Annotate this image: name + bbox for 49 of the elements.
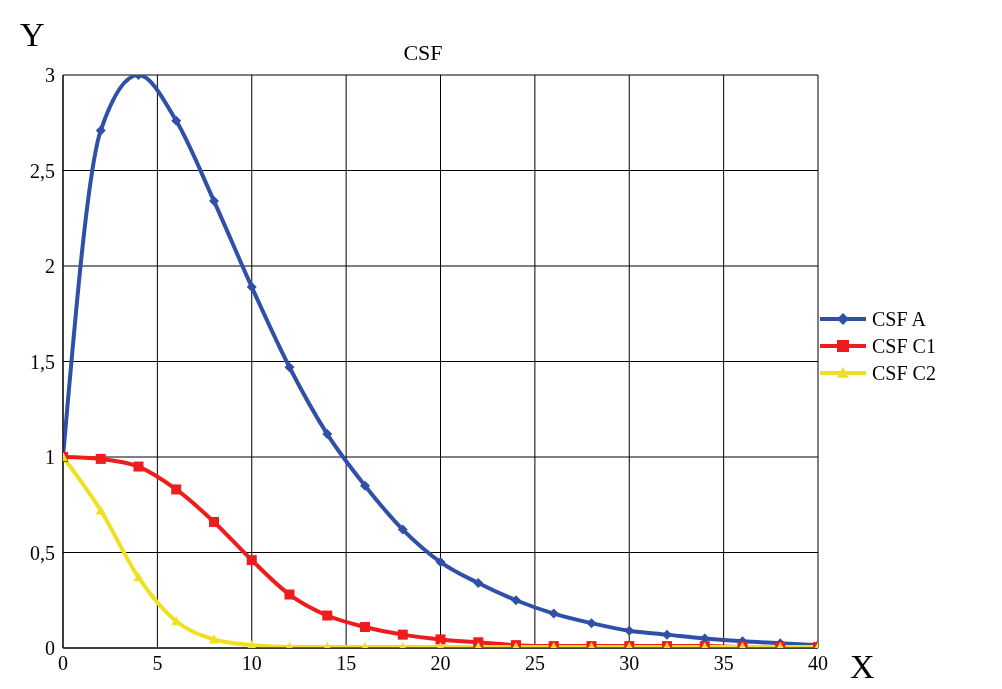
y-tick-label: 0 bbox=[45, 637, 55, 660]
x-tick-label: 5 bbox=[152, 652, 163, 675]
y-tick-label: 0,5 bbox=[30, 541, 55, 564]
point bbox=[473, 578, 484, 589]
point bbox=[171, 484, 182, 495]
x-tick-label: 10 bbox=[241, 652, 262, 675]
point bbox=[624, 625, 635, 636]
point bbox=[511, 595, 521, 606]
legend-label: CSF C2 bbox=[872, 361, 936, 385]
point bbox=[397, 629, 408, 640]
point bbox=[95, 453, 106, 464]
x-tick-label: 25 bbox=[524, 652, 545, 675]
point bbox=[360, 621, 370, 632]
point bbox=[662, 629, 672, 640]
point bbox=[95, 125, 106, 136]
point bbox=[284, 589, 295, 600]
y-axis-title: Y bbox=[20, 16, 45, 54]
x-tick-label: 35 bbox=[713, 652, 734, 675]
y-tick-label: 3 bbox=[45, 64, 55, 87]
point bbox=[322, 610, 333, 621]
point bbox=[397, 524, 408, 535]
x-tick-label: 30 bbox=[619, 652, 640, 675]
x-axis-title: X bbox=[850, 648, 875, 686]
point bbox=[548, 608, 559, 619]
legend-label: CSF C1 bbox=[872, 334, 936, 358]
point bbox=[435, 557, 446, 568]
point bbox=[284, 362, 295, 373]
point bbox=[133, 572, 144, 582]
point bbox=[246, 282, 257, 293]
point bbox=[171, 115, 182, 126]
point bbox=[246, 555, 257, 566]
x-tick-label: 15 bbox=[336, 652, 357, 675]
point bbox=[360, 480, 370, 491]
point bbox=[586, 618, 597, 629]
y-tick-label: 1,5 bbox=[30, 350, 55, 373]
y-tick-label: 1 bbox=[45, 446, 55, 469]
x-tick-label: 20 bbox=[430, 652, 451, 675]
point bbox=[209, 196, 219, 207]
y-tick-label: 2 bbox=[45, 255, 55, 278]
point bbox=[209, 516, 219, 527]
y-tick-label: 2,5 bbox=[30, 159, 55, 182]
point bbox=[209, 634, 219, 644]
point bbox=[322, 429, 333, 440]
point bbox=[246, 640, 257, 648]
legend-label: CSF A bbox=[872, 307, 926, 331]
chart-title: CSF bbox=[403, 40, 443, 65]
x-tick-label: 40 bbox=[808, 652, 828, 675]
point bbox=[133, 461, 144, 472]
point bbox=[435, 634, 446, 645]
